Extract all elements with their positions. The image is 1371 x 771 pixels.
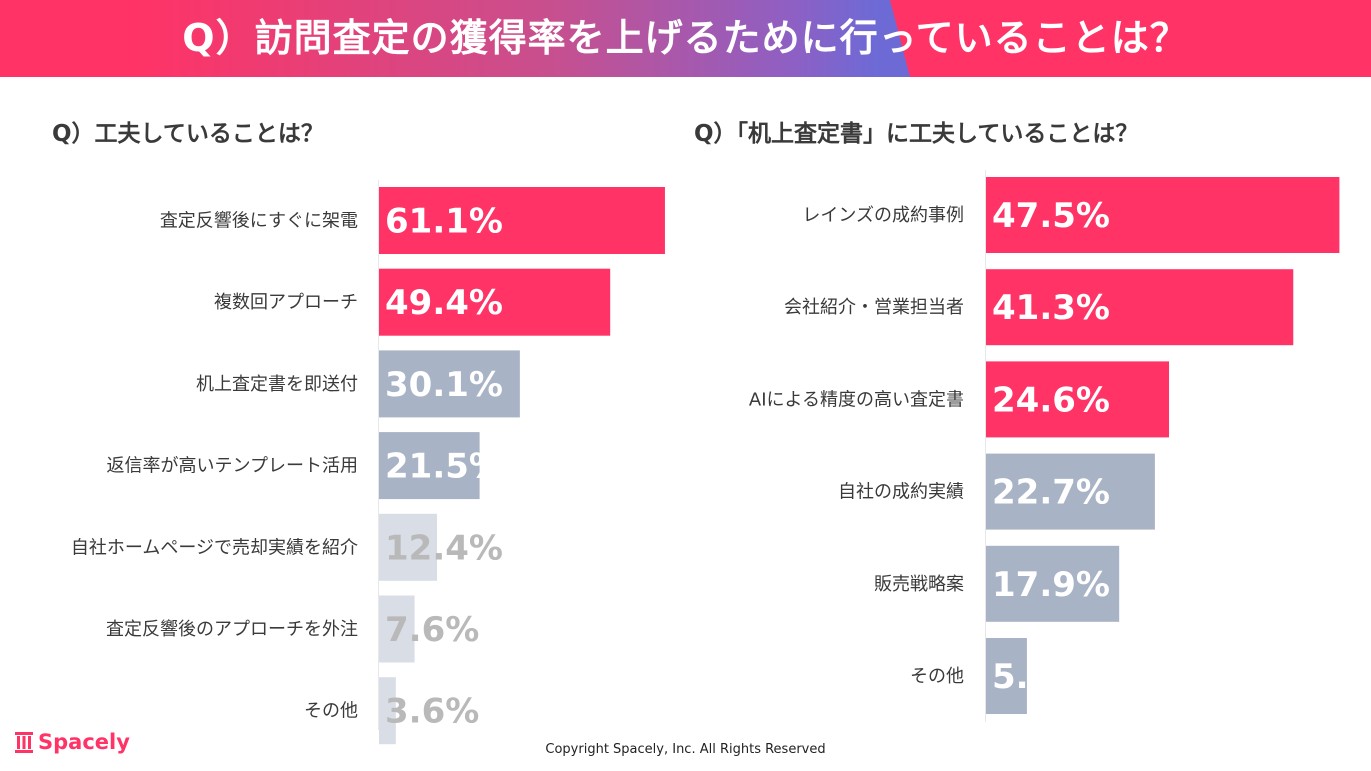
category-label: 複数回アプローチ — [214, 292, 358, 313]
value-label: 41.3% — [992, 288, 1110, 328]
category-label: 査定反響後のアプローチを外注 — [106, 619, 358, 640]
value-label: 21.5% — [385, 447, 503, 487]
left-chart-title: Q）工夫していることは？ — [52, 121, 324, 147]
bar — [379, 513, 438, 581]
category-label: 会社紹介・営業担当者 — [784, 297, 964, 318]
category-label: 返信率が高いテンプレート活用 — [107, 456, 358, 477]
bar — [379, 268, 611, 336]
left-chart-bars: 査定反響後にすぐに架電 61.1% 複数回アプローチ 49.4% 机上査定書を即送付 30… — [71, 187, 665, 745]
value-label: 49.4% — [385, 283, 503, 323]
right-chart-bars: レインズの成約事例 47.5% 会社紹介・営業担当者 41.3% AIによる精度の高い査… — [749, 177, 1340, 714]
value-label: 3.6% — [385, 692, 479, 732]
header-banner: Q）訪問査定の獲得率を上げるために行っていることは？ — [0, 0, 1371, 77]
left-chart-axis — [378, 180, 379, 730]
value-label: 5. — [992, 657, 1029, 697]
value-label: 12.4% — [385, 528, 503, 568]
bar — [379, 350, 520, 418]
category-label: 販売戦略案 — [874, 574, 964, 595]
spacely-logo: Spacely — [14, 727, 130, 757]
value-label: 47.5% — [992, 196, 1110, 236]
value-label: 30.1% — [385, 365, 503, 405]
logo-text: Spacely — [38, 730, 130, 754]
bar — [986, 269, 1294, 346]
category-label: その他 — [304, 701, 358, 722]
pillar-icon — [15, 732, 33, 753]
category-label: その他 — [910, 666, 964, 687]
value-label: 22.7% — [992, 473, 1110, 513]
right-chart-title: Q）「机上査定書」に工夫していることは？ — [694, 121, 1139, 147]
bar — [379, 677, 396, 745]
right-chart-axis — [985, 170, 986, 722]
bar — [986, 453, 1155, 530]
value-label: 17.9% — [992, 565, 1110, 605]
bar — [379, 595, 415, 663]
page-title: Q）訪問査定の獲得率を上げるために行っていることは？ — [182, 16, 1189, 60]
bar — [986, 545, 1120, 622]
bar — [379, 432, 480, 500]
bar — [379, 187, 665, 254]
value-label: 24.6% — [992, 380, 1110, 420]
copyright-text: Copyright Spacely, Inc. All Rights Reser… — [545, 742, 826, 757]
category-label: AIによる精度の高い査定書 — [749, 389, 964, 410]
category-label: 査定反響後にすぐに架電 — [160, 211, 358, 232]
value-label: 7.6% — [385, 610, 479, 650]
header-gradient — [0, 0, 910, 77]
category-label: 机上査定書を即送付 — [196, 374, 358, 395]
category-label: レインズの成約事例 — [802, 205, 964, 226]
category-label: 自社ホームページで売却実績を紹介 — [71, 537, 358, 558]
bar — [986, 361, 1170, 438]
bar — [986, 177, 1340, 253]
bar — [986, 638, 1027, 714]
category-label: 自社の成約実績 — [838, 482, 964, 503]
value-label: 61.1% — [385, 202, 503, 242]
